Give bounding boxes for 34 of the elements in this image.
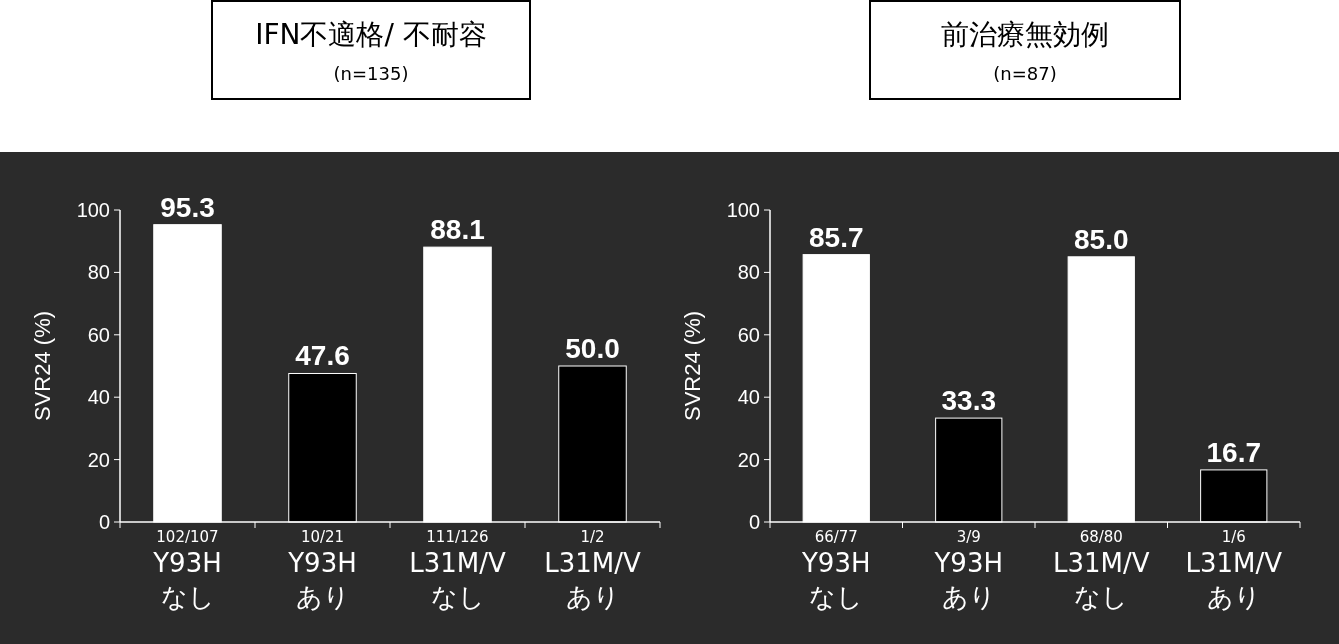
y-tick-label: 100 <box>726 199 760 221</box>
x-tick-label: 68/80 L31M/V なし <box>1052 528 1150 612</box>
data-label: 88.1 <box>430 214 485 246</box>
chart-title: IFN不適格/ 不耐容 <box>255 18 487 51</box>
y-tick-label: 40 <box>737 386 760 409</box>
y-tick-label: 20 <box>737 448 760 471</box>
data-label: 85.7 <box>809 221 864 253</box>
chart-subtitle: (n=87) <box>993 63 1057 84</box>
y-axis-title: SVR24 (%) <box>30 310 55 422</box>
chart-title: 前治療無効例 <box>941 18 1109 51</box>
x-tick-label: 66/77 Y93H なし <box>800 528 871 612</box>
y-tick-label: 80 <box>737 261 760 284</box>
data-label: 16.7 <box>1206 436 1261 468</box>
x-tick-label: 1/6 L31M/V あり <box>1185 528 1283 612</box>
y-tick-label: 60 <box>737 323 760 346</box>
data-label: 33.3 <box>941 385 996 417</box>
data-label: 85.0 <box>1074 223 1129 255</box>
data-label: 50.0 <box>565 333 620 364</box>
x-tick-label: 1/2 L31M/V あり <box>544 528 641 612</box>
x-tick-label: 3/9 Y93H あり <box>933 528 1004 612</box>
y-tick-label: 0 <box>748 511 760 533</box>
chart-subtitle: (n=135) <box>333 63 409 84</box>
y-tick-label: 80 <box>87 261 110 284</box>
x-tick-label: 111/126 L31M/V なし <box>409 528 506 612</box>
x-tick-label: 10/21 Y93H あり <box>287 528 357 612</box>
y-tick-label: 100 <box>76 199 110 221</box>
y-tick-label: 40 <box>87 386 110 409</box>
data-label: 47.6 <box>295 340 350 372</box>
y-tick-label: 60 <box>87 323 110 346</box>
y-axis-title: SVR24 (%) <box>680 310 705 422</box>
x-tick-label: 102/107 Y93H なし <box>152 528 222 612</box>
data-label: 95.3 <box>160 191 215 223</box>
y-tick-label: 20 <box>87 448 110 471</box>
y-tick-label: 0 <box>98 511 110 533</box>
